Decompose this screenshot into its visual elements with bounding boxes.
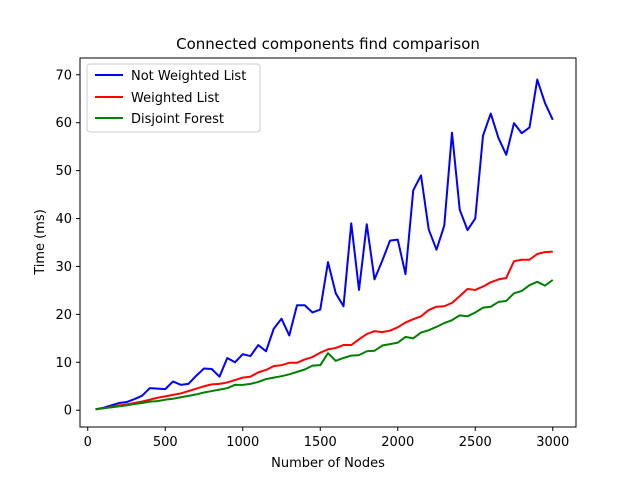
x-tick-label: 2500 xyxy=(459,435,492,450)
chart-title: Connected components find comparison xyxy=(176,35,480,53)
legend-box xyxy=(86,63,261,133)
series-line-disjoint-forest xyxy=(95,279,554,411)
x-axis-ticks: 0 500 1000 1500 2000 2500 3000 xyxy=(84,427,569,450)
legend: Not Weighted List Weighted List Disjoint… xyxy=(86,63,261,133)
y-tick-label: 40 xyxy=(55,212,72,227)
x-tick-label: 3000 xyxy=(536,435,569,450)
y-tick-label: 20 xyxy=(55,308,72,323)
legend-label-weighted-list: Weighted List xyxy=(131,91,219,106)
x-tick-label: 1500 xyxy=(304,435,337,450)
series-layer xyxy=(95,78,554,411)
y-tick-label: 60 xyxy=(55,116,72,131)
series-line-weighted-list xyxy=(95,250,553,411)
y-axis-ticks: 0 10 20 30 40 50 60 70 xyxy=(55,68,80,419)
x-tick-label: 2000 xyxy=(381,435,414,450)
series-line-not-weighted-list xyxy=(95,78,554,411)
y-tick-label: 10 xyxy=(55,356,72,371)
y-tick-label: 0 xyxy=(64,404,72,419)
y-tick-label: 30 xyxy=(55,260,72,275)
x-tick-label: 1000 xyxy=(226,435,259,450)
x-tick-label: 0 xyxy=(84,435,92,450)
legend-label-not-weighted-list: Not Weighted List xyxy=(131,69,246,84)
x-tick-label: 500 xyxy=(153,435,178,450)
y-tick-label: 70 xyxy=(55,68,72,83)
y-axis-label: Time (ms) xyxy=(33,209,48,276)
plot-frame xyxy=(79,57,577,428)
y-tick-label: 50 xyxy=(55,164,72,179)
x-axis-label: Number of Nodes xyxy=(271,456,385,471)
legend-label-disjoint-forest: Disjoint Forest xyxy=(131,112,224,127)
